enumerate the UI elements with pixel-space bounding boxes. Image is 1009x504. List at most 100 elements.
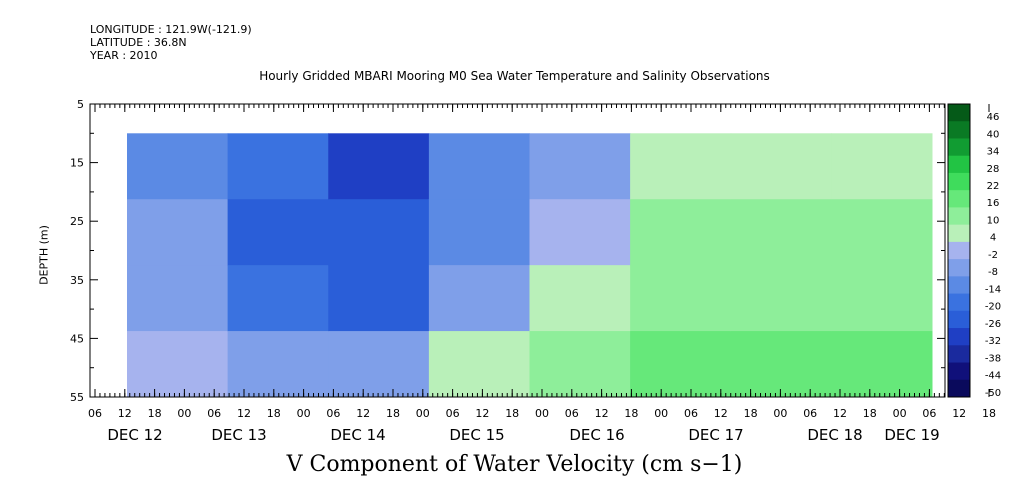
heatmap-cell (529, 331, 631, 398)
chart-title: Hourly Gridded MBARI Mooring M0 Sea Wate… (259, 69, 770, 83)
x-tick-label: 12 (118, 407, 132, 420)
x-tick-label: 18 (744, 407, 758, 420)
colorbar-tick-label: -20 (985, 302, 1001, 313)
heatmap-cell (127, 265, 229, 332)
x-tick-label: 18 (863, 407, 877, 420)
heatmap-cell (328, 199, 430, 266)
heatmap-cell (730, 199, 832, 266)
colorbar-swatch (948, 328, 970, 346)
heatmap-cell (831, 133, 933, 200)
x-tick-label: 12 (237, 407, 251, 420)
longitude-label: LONGITUDE : 121.9W(-121.9) (90, 23, 252, 36)
x-tick-label: 00 (773, 407, 787, 420)
x-day-label: DEC 12 (107, 426, 162, 444)
x-tick-label: 06 (684, 407, 698, 420)
x-day-label: DEC 14 (330, 426, 385, 444)
colorbar-swatch (948, 138, 970, 157)
x-tick-label: 18 (624, 407, 638, 420)
x-tick-label: 06 (207, 407, 221, 420)
heatmap-cell (328, 265, 430, 332)
colorbar-swatch (948, 207, 970, 226)
x-tick-label: 00 (297, 407, 311, 420)
heatmap-cell (529, 265, 631, 332)
x-tick-label: 06 (446, 407, 460, 420)
colorbar-swatch (948, 345, 970, 364)
heatmap-cell (328, 331, 430, 398)
y-tick-label: 35 (70, 274, 84, 287)
x-tick-label: 18 (505, 407, 519, 420)
y-tick-label: 55 (70, 391, 84, 404)
x-tick-label: 06 (922, 407, 936, 420)
x-tick-label: 06 (565, 407, 579, 420)
heatmap-cell (831, 331, 933, 398)
colorbar-swatch (948, 276, 970, 295)
x-day-label: DEC 17 (688, 426, 743, 444)
colorbar-swatch (948, 155, 970, 174)
colorbar-swatch (948, 362, 970, 381)
heatmap-cell (630, 331, 732, 398)
colorbar-tick-label: -8 (988, 267, 998, 278)
heatmap-cell (227, 331, 329, 398)
x-tick-label: 06 (803, 407, 817, 420)
colorbar-tick-label: -14 (985, 284, 1001, 295)
x-tick-label: 06 (326, 407, 340, 420)
x-tick-label: 12 (714, 407, 728, 420)
heatmap-cell (529, 133, 631, 200)
heatmap-cell (227, 133, 329, 200)
colorbar-tick-label: -50 (985, 388, 1001, 399)
colorbar-swatch (948, 121, 970, 139)
x-tick-label: 18 (982, 407, 996, 420)
y-tick-label: 25 (70, 215, 84, 228)
x-tick-label: 00 (177, 407, 191, 420)
heatmap-cell (328, 133, 430, 200)
colorbar-swatch (948, 224, 970, 243)
chart-caption: V Component of Water Velocity (cm s−1) (286, 452, 743, 477)
heatmap-cell (730, 265, 832, 332)
colorbar-tick-label: -2 (988, 250, 998, 261)
colorbar-tick-label: 28 (987, 164, 1000, 175)
colorbar-swatch (948, 241, 970, 260)
x-tick-label: 18 (386, 407, 400, 420)
heatmap-cell (127, 133, 229, 200)
colorbar-tick-label: 34 (987, 147, 1000, 158)
heatmap-cell (127, 199, 229, 266)
x-day-label: DEC 15 (449, 426, 504, 444)
colorbar-swatch (948, 190, 970, 208)
colorbar-swatch (948, 172, 970, 191)
x-tick-label: 00 (893, 407, 907, 420)
colorbar-tick-label: 10 (987, 215, 1000, 226)
x-tick-label: 18 (267, 407, 281, 420)
colorbar-swatch (948, 259, 970, 277)
heatmap-cell (227, 199, 329, 266)
year-label: YEAR : 2010 (90, 49, 158, 62)
colorbar: 46 40 34 28 22 16 10 4 -2 -8 -14 -20 -26 -32 -38 -44 -50 (947, 103, 1001, 399)
colorbar-tick-label: -32 (985, 336, 1001, 347)
heatmap-cell (831, 199, 933, 266)
heatmap-cell (529, 199, 631, 266)
x-day-label: DEC 16 (569, 426, 624, 444)
x-tick-label: 12 (952, 407, 966, 420)
heatmap-cell (630, 199, 732, 266)
x-tick-label: 12 (595, 407, 609, 420)
colorbar-tick-label: -44 (985, 371, 1001, 382)
heatmap-cell (127, 331, 229, 398)
colorbar-frame (947, 103, 971, 398)
heatmap-cells (127, 133, 933, 398)
x-day-label: DEC 19 (884, 426, 939, 444)
x-day-label: DEC 18 (807, 426, 862, 444)
heatmap-cell (428, 265, 530, 332)
heatmap-cell (428, 133, 530, 200)
colorbar-tick-label: 46 (987, 112, 1000, 123)
heatmap-cell (227, 265, 329, 332)
colorbar-tick-label: -38 (985, 353, 1001, 364)
heatmap-cell (730, 133, 832, 200)
colorbar-tick-label: 4 (990, 233, 996, 244)
x-tick-label: 00 (535, 407, 549, 420)
x-day-label: DEC 13 (211, 426, 266, 444)
y-tick-label: 5 (77, 98, 84, 111)
x-tick-label: 12 (475, 407, 489, 420)
x-tick-label: 18 (148, 407, 162, 420)
heatmap-cell (831, 265, 933, 332)
colorbar-swatch (948, 310, 970, 329)
